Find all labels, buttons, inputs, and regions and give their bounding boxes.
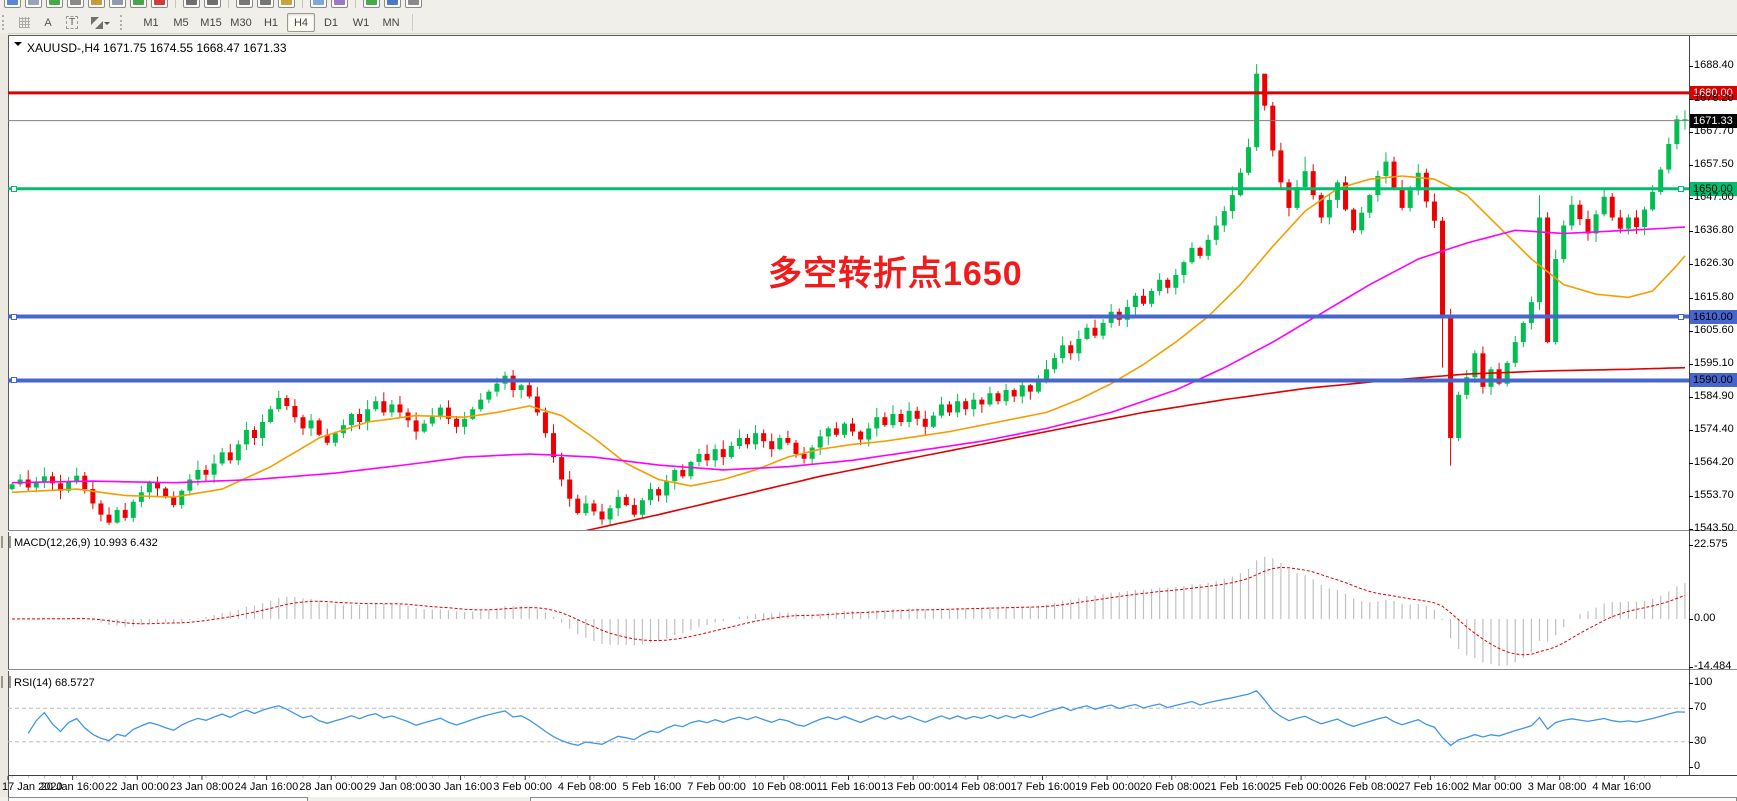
data-window-icon[interactable] <box>67 0 84 8</box>
toolbar-timeframes: A T M1 M5 M15 M30 H1 H4 D1 W1 MN <box>0 12 1737 34</box>
rsi-line <box>27 690 1686 747</box>
timeframe-button-m30[interactable]: M30 <box>230 16 252 29</box>
shapes-icon[interactable] <box>331 0 348 8</box>
bottom-panel-button[interactable] <box>8 797 308 801</box>
strategy-tester-icon[interactable] <box>130 0 147 8</box>
timeframe-button-m15[interactable]: M15 <box>200 16 222 29</box>
price-pane[interactable] <box>8 64 1689 532</box>
navigator-icon[interactable] <box>88 0 105 8</box>
chart-profiles-icon[interactable] <box>25 0 42 8</box>
zoom-in-icon[interactable] <box>384 0 401 8</box>
grid-toggle-icon[interactable] <box>13 13 35 32</box>
window-left-edge <box>0 33 8 801</box>
toolbar-drag-handle[interactable] <box>120 15 127 30</box>
new-order-icon[interactable] <box>151 0 168 8</box>
text-label-icon[interactable]: T <box>61 13 83 32</box>
bottom-panel-button[interactable] <box>530 797 1737 801</box>
objects-arrow-icon[interactable] <box>85 13 117 32</box>
toolbar-separator <box>302 0 303 8</box>
timeframe-button-m5[interactable]: M5 <box>173 16 189 29</box>
market-watch-icon[interactable] <box>46 0 63 8</box>
ma-fast-orange[interactable] <box>11 175 1686 498</box>
timeframe-button-d1[interactable]: D1 <box>323 16 339 29</box>
trendline-icon[interactable] <box>278 0 295 8</box>
ma-mid-magenta[interactable] <box>11 226 1686 484</box>
horizontal-line-icon[interactable] <box>257 0 274 8</box>
toolbar-separator <box>355 0 356 8</box>
indicators-icon[interactable] <box>363 0 380 8</box>
zoom-out-icon[interactable] <box>405 0 422 8</box>
vertical-line-icon[interactable] <box>236 0 253 8</box>
rsi-pane[interactable] <box>8 690 1689 747</box>
toolbar-drag-handle[interactable] <box>2 15 9 30</box>
ma-slow-red[interactable] <box>585 366 1686 532</box>
toolbar-standard <box>0 0 1737 12</box>
text-a-icon[interactable]: A <box>44 16 52 29</box>
terminal-icon[interactable] <box>109 0 126 8</box>
timeframe-button-m1[interactable]: M1 <box>143 16 159 29</box>
timeframe-button-h4[interactable]: H4 <box>287 13 315 32</box>
axes <box>7 36 1737 780</box>
timeframe-button-mn[interactable]: MN <box>382 16 400 29</box>
dropdown-caret-icon[interactable] <box>103 21 110 28</box>
macd-signal-line <box>11 566 1686 656</box>
macd-pane[interactable] <box>11 556 1686 667</box>
timeframe-button-w1[interactable]: W1 <box>352 16 370 29</box>
toolbar-separator <box>228 0 229 8</box>
crosshair-icon[interactable] <box>204 0 221 8</box>
toolbar-separator <box>175 0 176 8</box>
new-chart-icon[interactable] <box>4 0 21 8</box>
fibonacci-icon[interactable] <box>310 0 327 8</box>
timeframe-button-h1[interactable]: H1 <box>263 16 279 29</box>
bottom-panel-edge <box>0 797 1737 801</box>
cursor-icon[interactable] <box>183 0 200 8</box>
timeframe-buttons: M1 M5 M15 M30 H1 H4 D1 W1 MN <box>136 13 406 32</box>
